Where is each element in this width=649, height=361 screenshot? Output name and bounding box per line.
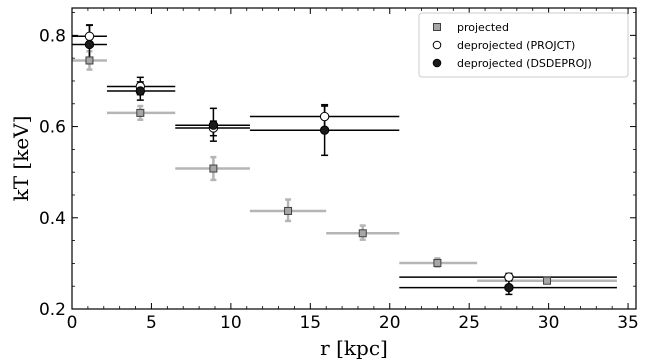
data-point-dsdeproj — [208, 120, 219, 130]
x-tick-label: 35 — [617, 313, 639, 333]
data-point-projected — [433, 258, 442, 267]
legend-marker-filled-circle — [432, 58, 442, 68]
legend: projected deprojected (PROJCT) deproject… — [418, 12, 629, 78]
plot-frame — [71, 7, 637, 310]
data-layer — [72, 24, 617, 296]
data-point-projected — [543, 276, 552, 285]
data-point-dsdeproj — [135, 86, 146, 96]
data-point-projct — [504, 272, 514, 282]
legend-box — [418, 12, 629, 78]
legend-label-projct: deprojected (PROJCT) — [457, 39, 575, 52]
series-markers-0 — [85, 56, 552, 285]
y-tick-label: 0.6 — [39, 118, 66, 138]
x-tick-label: 5 — [146, 313, 157, 333]
y-axis-label: kT [keV] — [9, 116, 33, 202]
x-tick-label: 10 — [220, 313, 242, 333]
x-tick-label: 30 — [538, 313, 560, 333]
data-point-projct — [84, 31, 95, 41]
data-point-projected — [85, 56, 94, 65]
legend-entry-projct: deprojected (PROJCT) — [432, 39, 575, 52]
legend-marker-open-circle — [432, 40, 442, 50]
legend-entry-dsdeproj: deprojected (DSDEPROJ) — [432, 57, 592, 70]
y-tick-label: 0.8 — [39, 26, 66, 46]
x-tick-label: 20 — [379, 313, 401, 333]
x-tick-label: 15 — [299, 313, 321, 333]
data-point-projected — [136, 108, 145, 117]
ticks-layer: 0 5 10 15 20 25 30 35 0.2 0.4 0.6 0.8 — [39, 8, 639, 333]
legend-label-projected: projected — [457, 21, 509, 34]
x-tick-label: 25 — [458, 313, 480, 333]
data-point-projected — [209, 164, 218, 173]
y-tick-label: 0.4 — [39, 209, 66, 229]
series-markers-2 — [84, 39, 514, 293]
x-axis-label: r [kpc] — [320, 336, 388, 360]
data-point-dsdeproj — [319, 125, 330, 135]
x-tick-label: 0 — [67, 313, 78, 333]
legend-label-dsdeproj: deprojected (DSDEPROJ) — [457, 57, 592, 70]
data-point-projct — [319, 111, 330, 122]
data-point-dsdeproj — [504, 282, 514, 293]
data-point-projected — [284, 206, 293, 215]
data-point-dsdeproj — [84, 39, 95, 50]
data-point-projected — [358, 229, 367, 238]
legend-marker-square — [433, 23, 441, 31]
y-tick-label: 0.2 — [39, 300, 66, 320]
legend-entry-projected: projected — [433, 21, 509, 34]
